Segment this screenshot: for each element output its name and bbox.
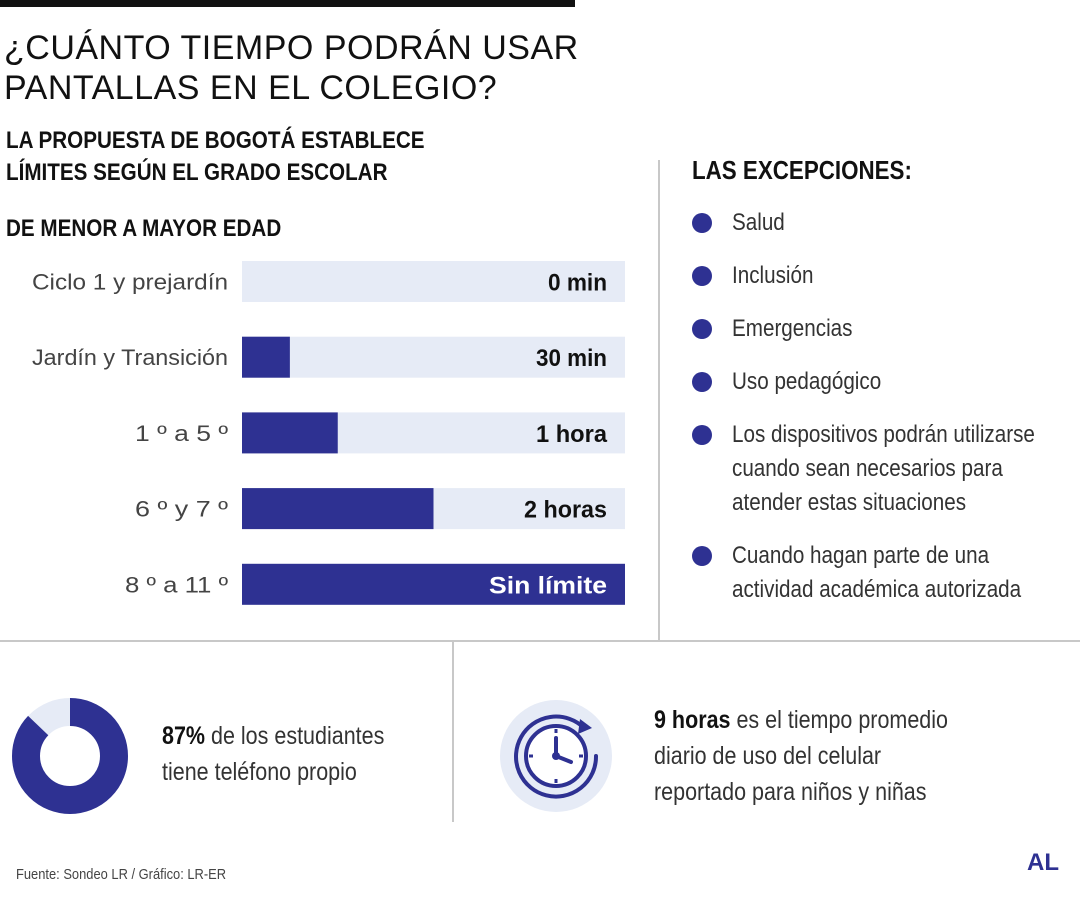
stat1-line-2: tiene teléfono propio <box>162 758 357 786</box>
data-label: 1 hora <box>536 421 608 448</box>
bullet-icon <box>692 266 712 286</box>
category-label: 6 º y 7 º <box>135 497 228 522</box>
category-label: Jardín y Transición <box>32 345 228 370</box>
source-note: Fuente: Sondeo LR / Gráfico: LR-ER <box>16 866 227 883</box>
bullet-icon <box>692 213 712 233</box>
subtitle-line-1: LA PROPUESTA DE BOGOTÁ ESTABLECE <box>6 127 425 154</box>
bullet-icon <box>692 425 712 445</box>
category-label: 1 º a 5 º <box>135 421 228 446</box>
bar-track <box>242 261 625 302</box>
title-line-1: ¿CUÁNTO TIEMPO PODRÁN USAR <box>4 29 579 67</box>
phone-usage-stat: 9 horas es el tiempo promedio diario de … <box>654 702 996 810</box>
stat2-value: 9 horas <box>654 706 731 734</box>
stat2-line-3: reportado para niños y niñas <box>654 778 927 806</box>
stat2-line-1: 9 horas es el tiempo promedio <box>654 702 948 738</box>
data-label: 2 horas <box>524 497 607 524</box>
subtitle-line-2: LÍMITES SEGÚN EL GRADO ESCOLAR <box>6 159 388 186</box>
exception-text: Inclusión <box>732 262 814 289</box>
data-label: Sin límite <box>489 572 607 599</box>
bullet-icon <box>692 372 712 392</box>
bar <box>242 563 625 605</box>
vertical-divider <box>658 160 660 640</box>
exception-item: Uso pedagógico <box>692 365 1072 399</box>
horizontal-divider <box>0 640 1080 642</box>
exception-text: Emergencias <box>732 315 853 342</box>
bar-track <box>242 336 625 378</box>
stats-divider <box>452 642 454 822</box>
data-label: 0 min <box>548 270 607 297</box>
exception-item: Los dispositivos podrán utilizarse cuando… <box>692 418 1072 520</box>
brand-logo: AL <box>1027 849 1059 876</box>
page-title: ¿CUÁNTO TIEMPO PODRÁN USAR PANTALLAS EN … <box>4 28 604 108</box>
bullet-icon <box>692 319 712 339</box>
exception-item: Inclusión <box>692 259 1072 293</box>
bar <box>242 412 338 454</box>
stat1-value: 87% <box>162 722 206 750</box>
exception-item: Emergencias <box>692 312 1072 346</box>
stat2-text-1: es el tiempo promedio <box>730 706 948 734</box>
phone-ownership-donut <box>12 698 128 814</box>
order-label: DE MENOR A MAYOR EDAD <box>6 215 282 242</box>
bar-chart: Ciclo 1 y prejardín 0 min Jardín y Transic… <box>32 261 625 605</box>
donut-fill <box>12 698 128 814</box>
exception-text: cuando sean necesarios para <box>732 455 1003 482</box>
exception-text: atender estas situaciones <box>732 489 967 516</box>
bar <box>242 336 290 378</box>
chart-subtitle: LA PROPUESTA DE BOGOTÁ ESTABLECE LÍMITES… <box>6 125 453 189</box>
title-line-2: PANTALLAS EN EL COLEGIO? <box>4 69 498 107</box>
stat1-text-1: de los estudiantes <box>205 722 385 750</box>
bullet-icon <box>692 546 712 566</box>
bar <box>242 488 434 530</box>
stat1-line-1: 87% de los estudiantes <box>162 718 384 754</box>
exception-item: Cuando hagan parte de una actividad acadé… <box>692 539 1072 607</box>
category-label: 8 º a 11 º <box>125 572 228 597</box>
exception-item: Salud <box>692 206 1072 240</box>
top-rule <box>0 0 575 7</box>
data-label: 30 min <box>536 345 607 372</box>
exceptions-title: LAS EXCEPCIONES: <box>692 155 912 185</box>
exceptions-list: Salud Inclusión Emergencias Uso pedagógico L… <box>692 206 1072 626</box>
exception-text: Cuando hagan parte de una <box>732 542 990 569</box>
exception-text: Uso pedagógico <box>732 368 882 395</box>
exception-text: actividad académica autorizada <box>732 576 1022 603</box>
stat2-line-2: diario de uso del celular <box>654 742 882 770</box>
clock-icon <box>500 700 612 812</box>
exception-text: Los dispositivos podrán utilizarse <box>732 421 1035 448</box>
exception-text: Salud <box>732 209 785 236</box>
phone-ownership-stat: 87% de los estudiantes tiene teléfono pr… <box>162 718 421 790</box>
category-label: Ciclo 1 y prejardín <box>32 270 228 295</box>
